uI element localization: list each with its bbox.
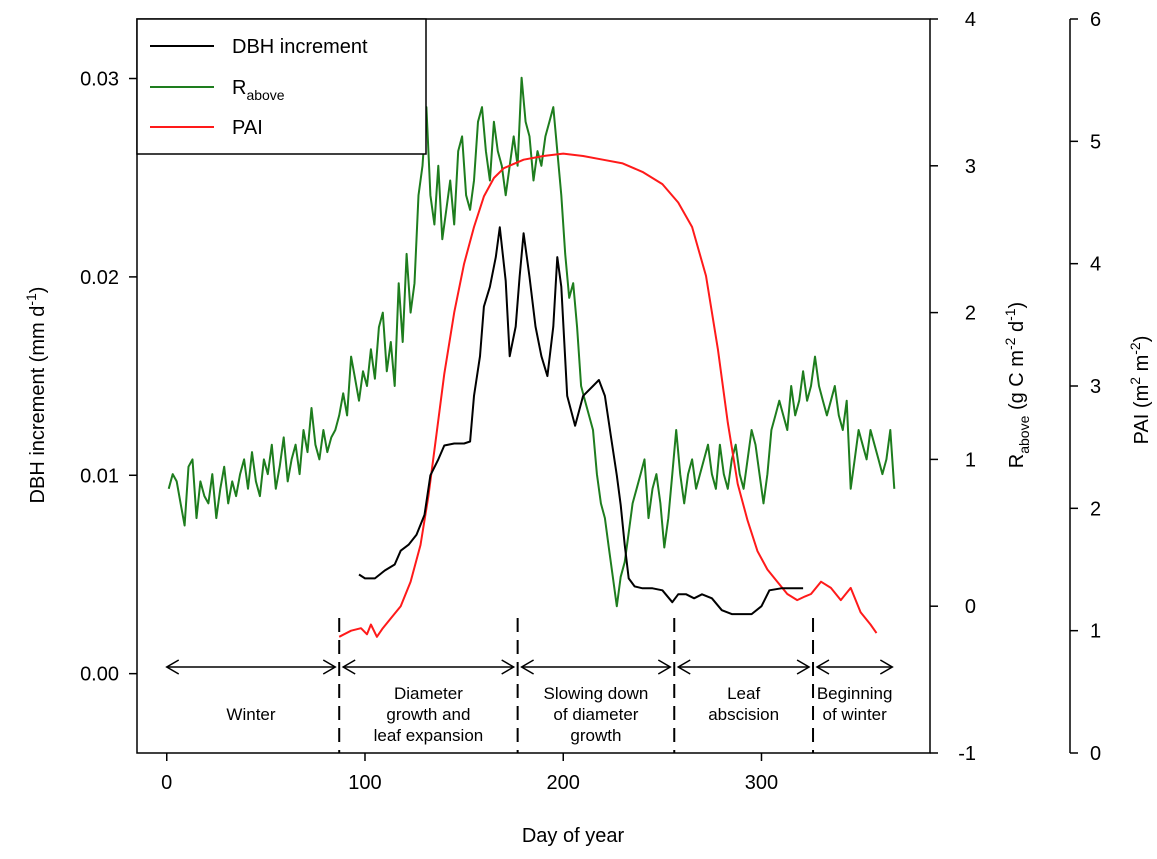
x-tick-label: 200	[547, 772, 580, 794]
period-label: Beginning	[817, 684, 893, 703]
right1-tick-label: 2	[965, 303, 976, 325]
plot-border	[136, 18, 931, 754]
period-label: abscision	[708, 705, 779, 724]
right1-tick-label: 1	[965, 449, 976, 471]
period-arrow-head-left	[341, 659, 356, 675]
period-arrow-head-right	[657, 659, 672, 675]
series-pai	[338, 152, 878, 638]
series-r-above	[167, 76, 896, 608]
period-label: Slowing down	[543, 684, 648, 703]
pai-line	[338, 152, 878, 638]
left-tick-label: 0.02	[80, 267, 119, 289]
right-axis-pai: 0 1 2 3 4 5 6	[1069, 9, 1101, 765]
right2-tick-label: 1	[1090, 621, 1101, 643]
period-label: leaf expansion	[374, 726, 484, 745]
period-arrow-head-right	[322, 659, 337, 675]
period-arrow-head-left	[676, 659, 691, 675]
dbh-line	[358, 226, 804, 616]
left-tick-label: 0.00	[80, 664, 119, 686]
legend-label-pai: PAI	[232, 117, 263, 139]
period-label: Winter	[226, 705, 275, 724]
left-axis: 0.00 0.01 0.02 0.03	[80, 69, 137, 686]
series-dbh	[358, 226, 804, 616]
period-label: of diameter	[553, 705, 638, 724]
period-arrow-head-right	[796, 659, 811, 675]
period-label: growth	[570, 726, 621, 745]
r-above-line	[167, 76, 896, 608]
period-label: Diameter	[394, 684, 463, 703]
x-tick-label: 100	[348, 772, 381, 794]
right1-tick-label: 4	[965, 9, 976, 31]
left-tick-label: 0.01	[80, 465, 119, 487]
right2-tick-label: 3	[1090, 376, 1101, 398]
x-axis-title: Day of year	[522, 825, 625, 847]
left-tick-label: 0.03	[80, 69, 119, 91]
right-axis-r-above-title: Rabove (g C m-2 d-1)	[1002, 302, 1032, 468]
legend-label-r-above: Rabove	[232, 77, 285, 103]
left-axis-title: DBH increment (mm d-1)	[23, 287, 49, 504]
right1-tick-label: 0	[965, 596, 976, 618]
right2-tick-label: 5	[1090, 131, 1101, 153]
right2-tick-label: 2	[1090, 498, 1101, 520]
right2-tick-label: 6	[1090, 9, 1101, 31]
period-label: Leaf	[727, 684, 760, 703]
legend: DBH increment Rabove PAI	[136, 18, 427, 155]
period-boundaries	[338, 618, 815, 753]
legend-label-dbh: DBH increment	[232, 36, 368, 58]
period-arrows	[165, 659, 894, 675]
bottom-axis: 0 100 200 300	[161, 753, 778, 794]
period-arrow-head-left	[520, 659, 534, 675]
period-labels: Winter Diameter growth and leaf expansion Sl…	[226, 684, 892, 745]
period-label: of winter	[823, 705, 888, 724]
right-axis-r-above: -1 0 1 2 3 4	[930, 9, 976, 765]
right1-tick-label: -1	[958, 743, 976, 765]
period-arrow-head-right	[501, 659, 516, 675]
right2-tick-label: 4	[1090, 254, 1101, 276]
period-arrow-head-left	[815, 659, 830, 675]
x-tick-label: 0	[161, 772, 172, 794]
period-label: growth and	[386, 705, 470, 724]
right1-tick-label: 3	[965, 156, 976, 178]
plot-frame	[136, 18, 931, 754]
right-axis-pai-title: PAI (m2 m-2)	[1127, 336, 1153, 445]
period-arrow-head-right	[879, 659, 894, 675]
right2-tick-label: 0	[1090, 743, 1101, 765]
x-tick-label: 300	[745, 772, 778, 794]
period-arrow-head-left	[165, 659, 180, 675]
